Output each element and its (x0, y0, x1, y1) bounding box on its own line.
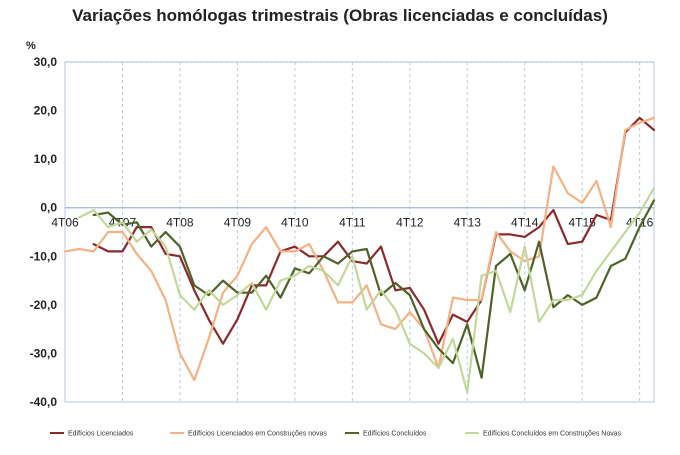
y-axis-unit: % (26, 40, 36, 52)
series-line-edificios-concluidos-em-construcoes-novas (78, 187, 656, 394)
y-tick-label: -10,0 (30, 249, 58, 263)
x-tick-label: 4T14 (511, 216, 539, 230)
legend-label: Edifícios Licenciados (68, 431, 134, 438)
y-tick-label: -20,0 (30, 298, 58, 312)
y-tick-label: -30,0 (30, 346, 58, 360)
x-tick-label: 4T12 (396, 216, 424, 230)
y-tick-label: 0,0 (40, 201, 57, 215)
series-layer (63, 116, 656, 394)
y-tick-label: 20,0 (34, 104, 58, 118)
x-tick-label: 4T08 (166, 216, 194, 230)
series-line-edificios-licenciados (92, 116, 656, 345)
legend: Edifícios Licenciados Edifícios Licenciad… (50, 431, 622, 438)
x-tick-label: 4T11 (339, 216, 366, 230)
legend-label: Edifícios Licenciados em Construções nov… (188, 431, 327, 438)
y-tick-label: 30,0 (34, 55, 58, 69)
x-tick-label: 4T10 (281, 216, 309, 230)
x-tick-label: 4T06 (51, 216, 79, 230)
x-tick-label: 4T16 (626, 216, 654, 230)
x-tick-label: 4T13 (454, 216, 482, 230)
x-tick-label: 4T09 (224, 216, 252, 230)
axis-layer: 30,0 20,0 10,0 0,0 -10,0 -20,0 -30,0 -40,0 4T06 4… (30, 55, 654, 409)
y-tick-label: 10,0 (34, 152, 58, 166)
series-line-edificios-licenciados-em-construcoes-novas (63, 116, 656, 382)
plot-area-border (64, 61, 655, 403)
legend-label: Edifícios Concluídos (363, 431, 427, 438)
y-tick-label: -40,0 (30, 395, 58, 409)
chart-title: Variações homólogas trimestrais (Obras l… (72, 6, 608, 25)
series-line-edificios-concluidos (92, 199, 656, 379)
legend-label: Edifícios Concluídos em Construções Nova… (483, 431, 622, 438)
